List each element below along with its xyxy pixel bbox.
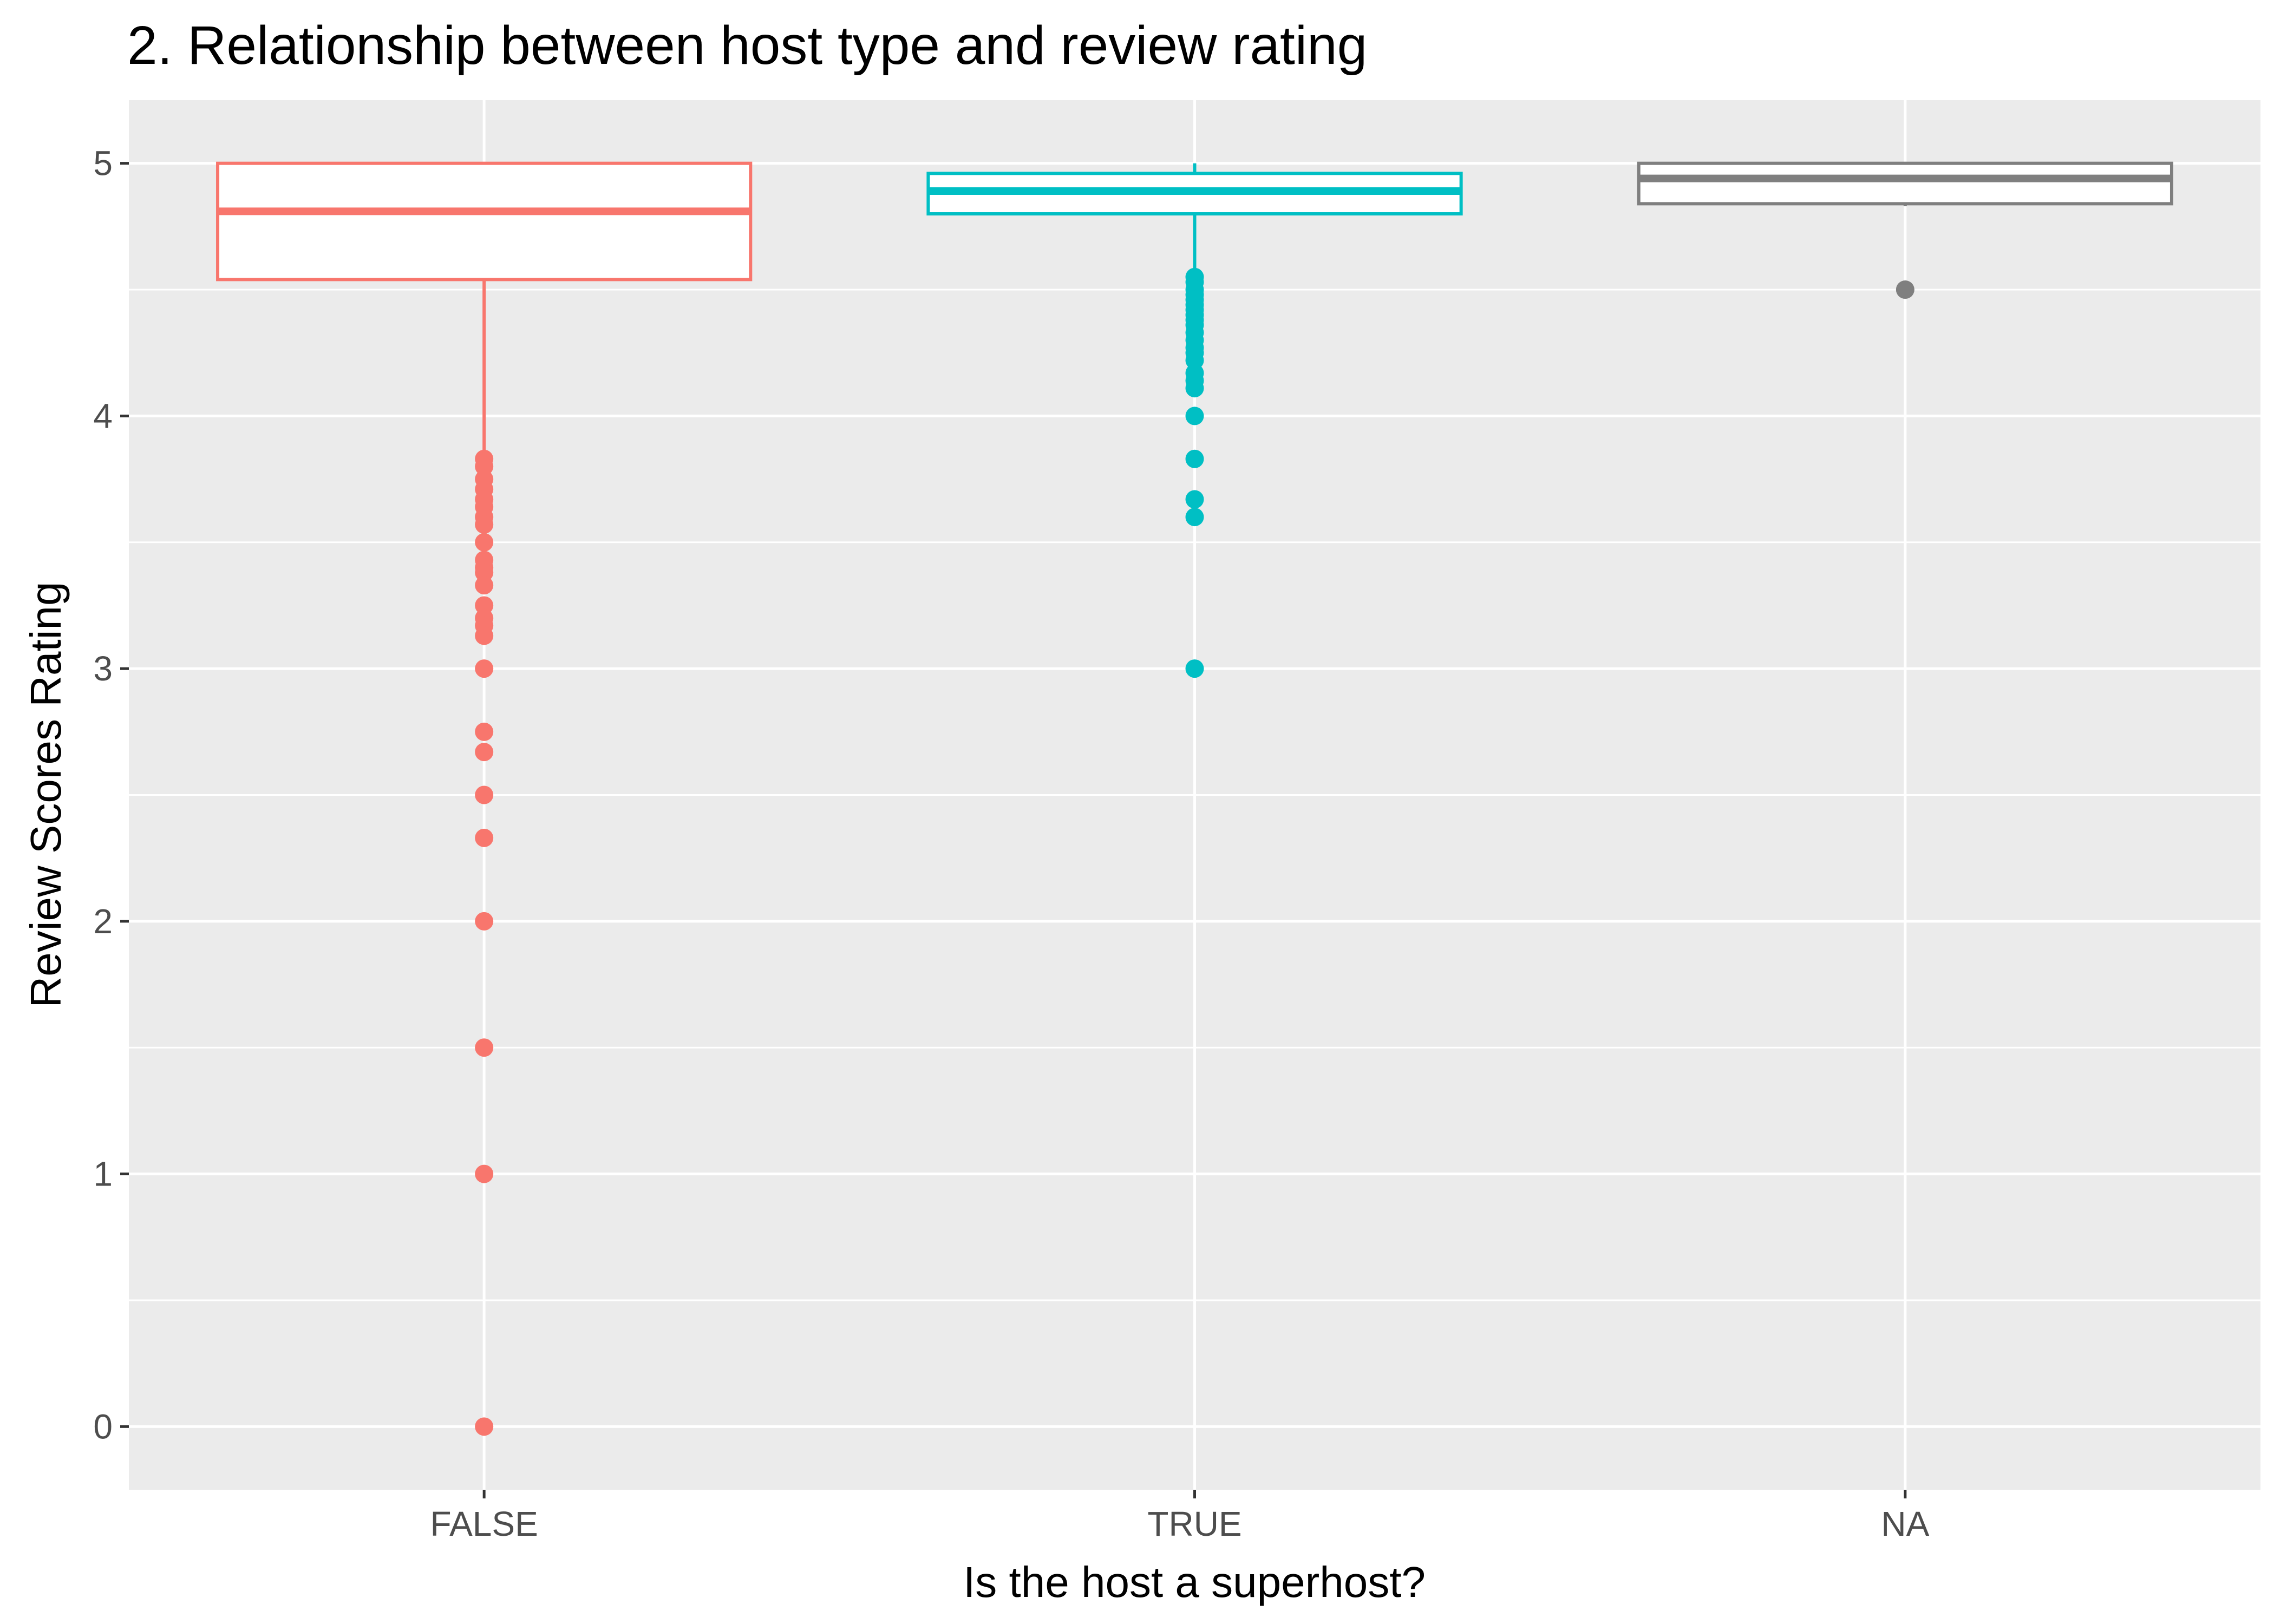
outlier-point	[475, 596, 494, 615]
y-tick-label: 3	[93, 649, 113, 688]
outlier-point	[1185, 449, 1204, 468]
outlier-point	[1896, 280, 1914, 299]
outlier-point	[475, 659, 494, 678]
x-axis-ticks: FALSE TRUE NA	[430, 1490, 1930, 1543]
outlier-point	[475, 563, 494, 582]
outlier-point	[475, 912, 494, 931]
y-tick-label: 4	[93, 396, 113, 435]
chart-title: 2. Relationship between host type and re…	[127, 15, 1367, 76]
outlier-point	[1185, 351, 1204, 370]
box-iqr	[216, 161, 753, 281]
outlier-point	[1185, 508, 1204, 527]
x-tick-label: FALSE	[430, 1504, 538, 1543]
y-axis-title: Review Scores Rating	[22, 582, 70, 1008]
outlier-point	[475, 457, 494, 476]
outlier-point	[475, 515, 494, 534]
box-false	[216, 161, 753, 1436]
y-axis-ticks: 0 1 2 3 4 5	[93, 144, 129, 1446]
outlier-point	[1185, 659, 1204, 678]
outlier-point	[475, 1038, 494, 1057]
box-iqr	[1637, 161, 2173, 206]
outlier-point	[475, 743, 494, 762]
outlier-point	[475, 722, 494, 741]
box-series	[216, 161, 2173, 1436]
outlier-point	[475, 828, 494, 847]
y-tick-label: 1	[93, 1155, 113, 1194]
box-true	[926, 163, 1463, 678]
outlier-point	[475, 1417, 494, 1436]
y-tick-label: 0	[93, 1407, 113, 1446]
outlier-point	[475, 576, 494, 595]
outlier-point	[475, 785, 494, 804]
x-axis-title: Is the host a superhost?	[963, 1558, 1426, 1606]
x-tick-label: TRUE	[1147, 1504, 1241, 1543]
outlier-point	[475, 626, 494, 645]
outlier-point	[475, 533, 494, 552]
x-tick-label: NA	[1881, 1504, 1929, 1543]
outlier-point	[1185, 407, 1204, 425]
outlier-point	[475, 1164, 494, 1183]
outlier-point	[1185, 490, 1204, 509]
box-na	[1637, 161, 2173, 299]
y-tick-label: 2	[93, 902, 113, 941]
y-tick-label: 5	[93, 144, 113, 183]
outlier-point	[1185, 379, 1204, 398]
